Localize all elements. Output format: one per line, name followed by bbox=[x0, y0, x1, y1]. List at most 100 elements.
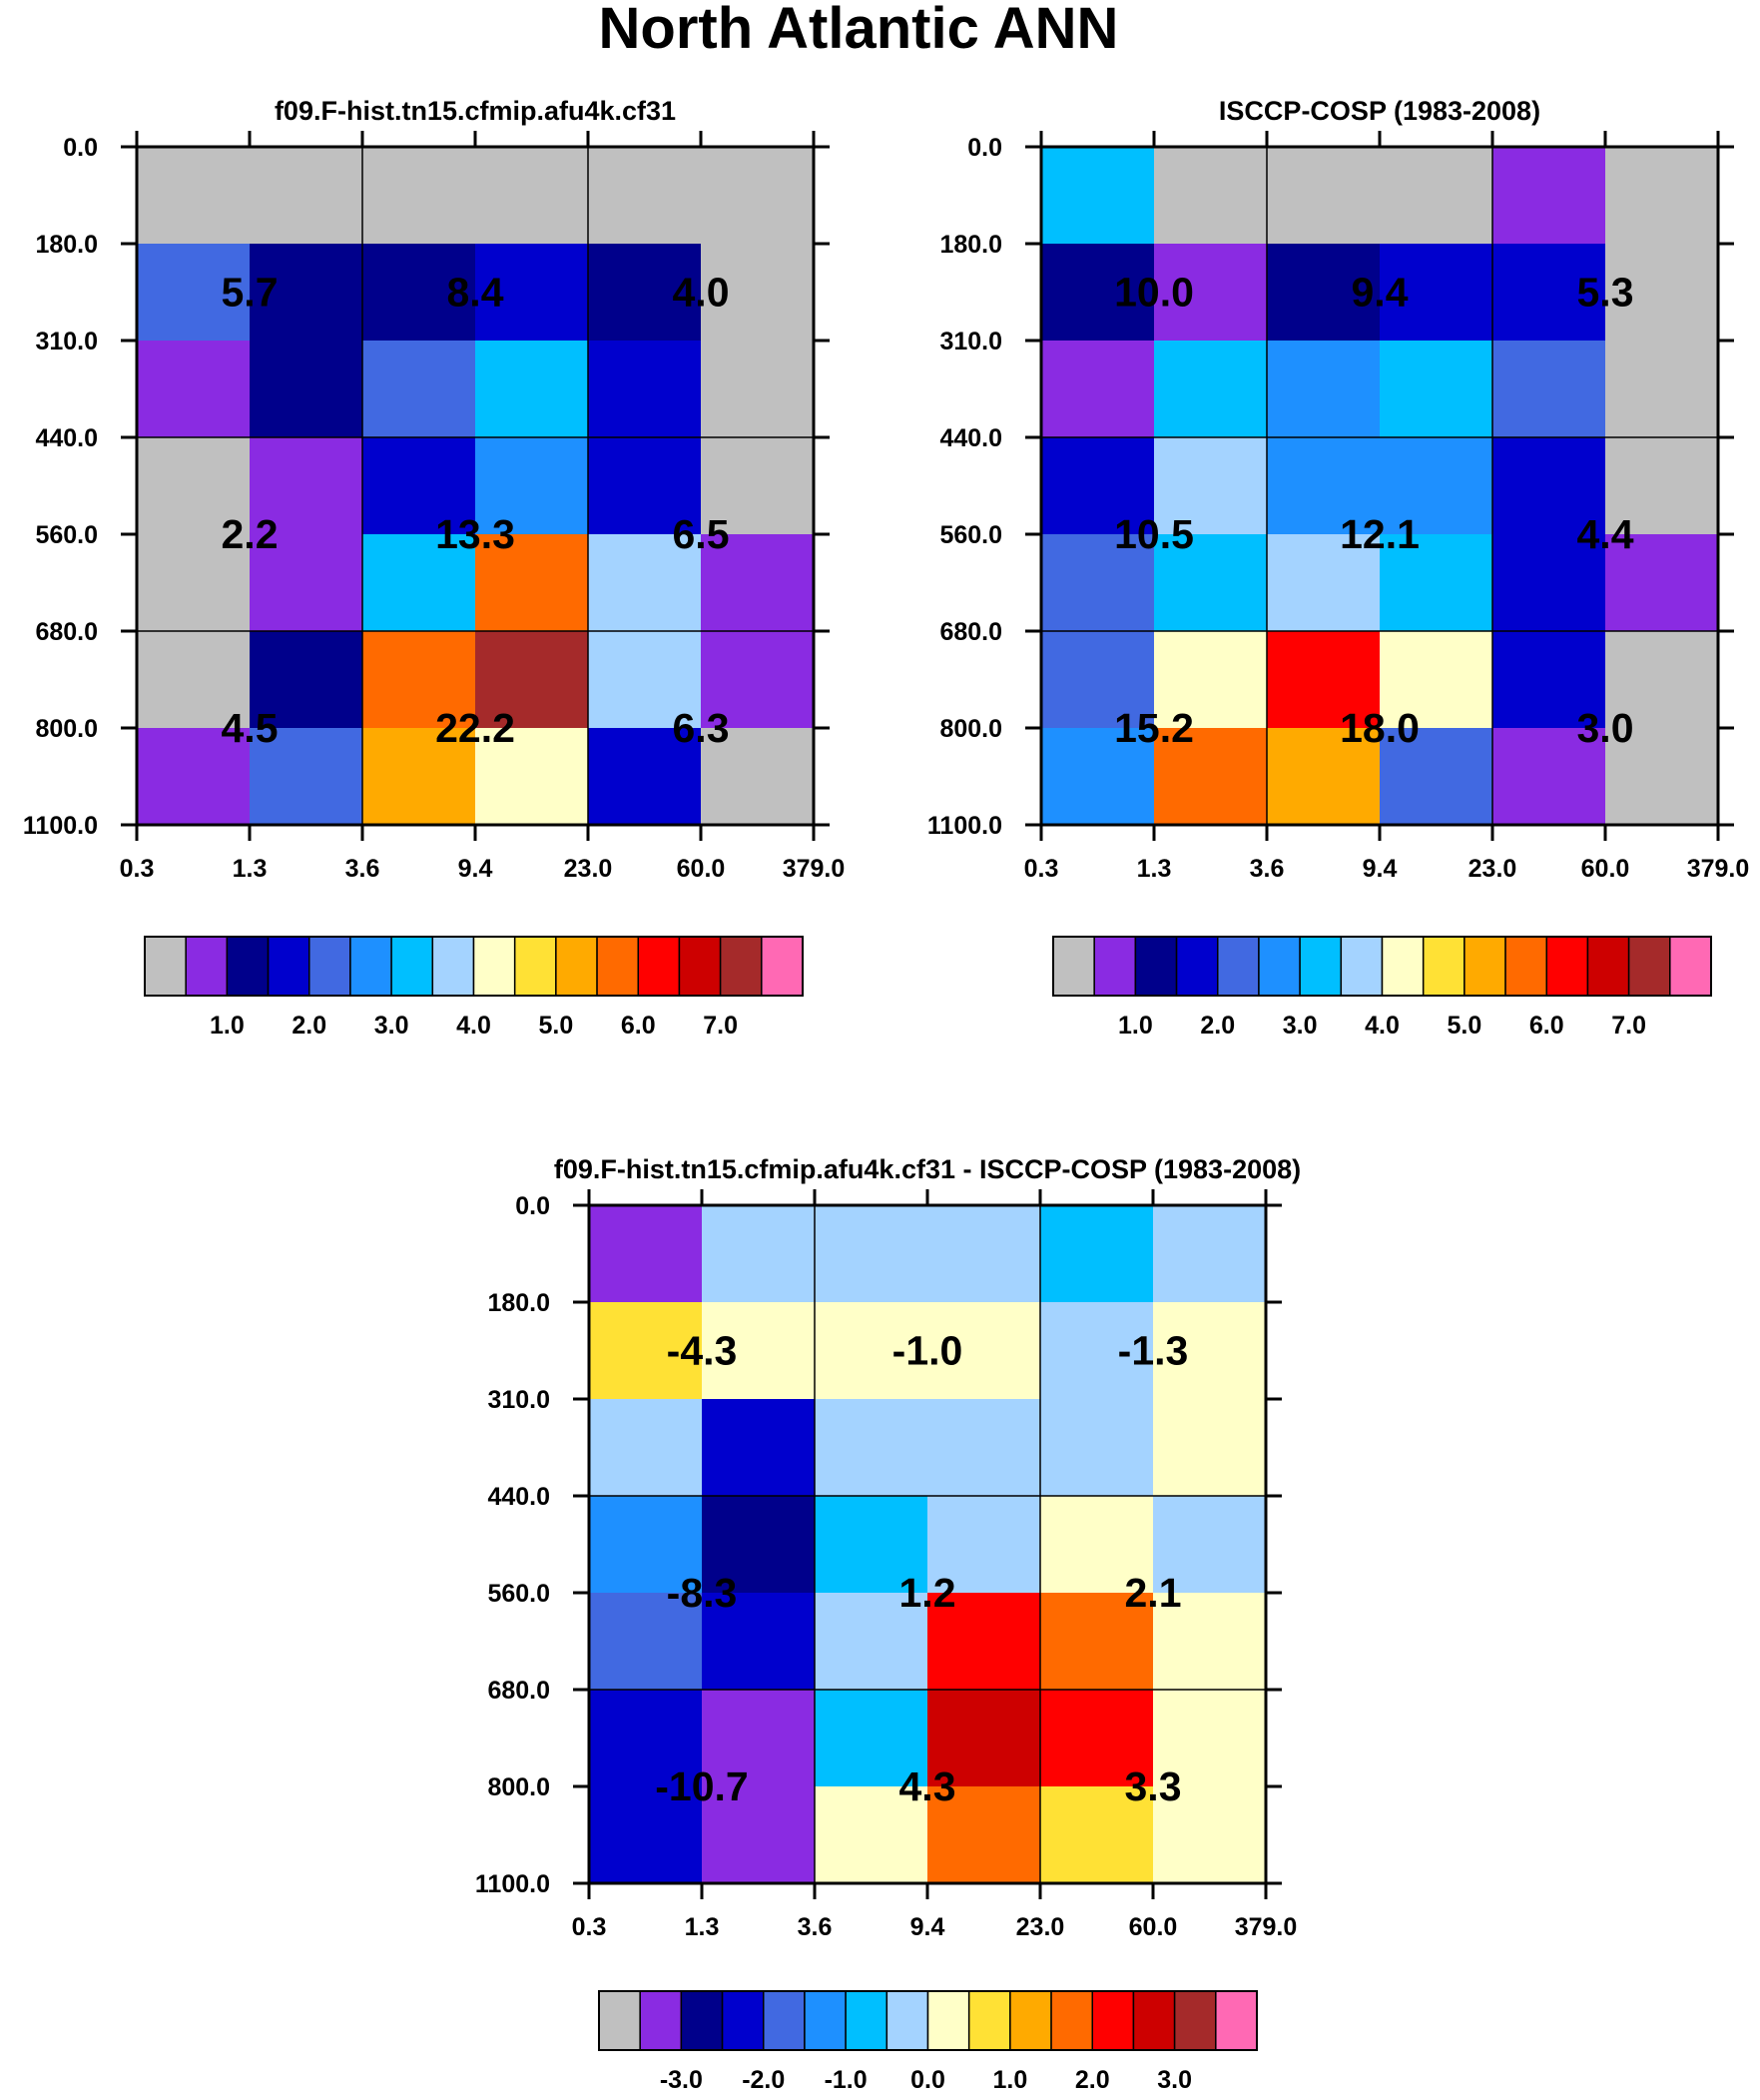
colorbar-swatch bbox=[185, 936, 229, 997]
colorbar-swatch bbox=[639, 1990, 683, 2051]
heatmap-cell bbox=[702, 1496, 816, 1594]
colorbar-swatch bbox=[1299, 936, 1343, 997]
colorbar-label: -2.0 bbox=[742, 2066, 785, 2094]
heatmap-cell bbox=[1041, 728, 1155, 826]
colorbar-swatch bbox=[1052, 936, 1095, 997]
heatmap-cell bbox=[1492, 728, 1606, 826]
x-tick-label: 1.3 bbox=[233, 855, 268, 883]
colorbar-swatch bbox=[144, 936, 187, 997]
colorbar-label: -3.0 bbox=[660, 2066, 703, 2094]
heatmap-cell bbox=[362, 534, 476, 632]
colorbar-frame bbox=[1052, 936, 1712, 997]
box-value-label: 2.2 bbox=[222, 511, 279, 557]
colorbar-swatch bbox=[1504, 936, 1547, 997]
heatmap-cell bbox=[362, 341, 476, 438]
colorbar-frame bbox=[144, 936, 804, 997]
heatmap-cell bbox=[137, 244, 251, 342]
heatmap-cell bbox=[588, 437, 702, 535]
box-value-label: 22.2 bbox=[435, 705, 515, 751]
colorbar-label: 7.0 bbox=[1611, 1012, 1646, 1040]
heatmap-cell bbox=[1380, 147, 1493, 245]
x-tick-label: 3.6 bbox=[345, 855, 380, 883]
heatmap-cell bbox=[1041, 147, 1155, 245]
box-value-label: -4.3 bbox=[667, 1328, 738, 1374]
colorbar-swatch bbox=[1050, 1990, 1093, 2051]
x-tick-label: 379.0 bbox=[1235, 1913, 1298, 1941]
heatmap-cell bbox=[589, 1205, 703, 1303]
y-tick-label: 560.0 bbox=[939, 521, 1002, 549]
x-tick-label: 9.4 bbox=[1363, 855, 1398, 883]
heatmap-cell bbox=[588, 244, 702, 342]
x-tick-label: 9.4 bbox=[458, 855, 493, 883]
heatmap-cell bbox=[701, 244, 815, 342]
colorbar-label: 6.0 bbox=[621, 1012, 656, 1040]
heatmap-cell bbox=[815, 1593, 928, 1691]
colorbar: 1.0 2.0 3.0 4.0 5.0 6.0 7.0 bbox=[1052, 936, 1712, 1040]
heatmap-cell bbox=[589, 1690, 703, 1787]
heatmap-cell bbox=[1492, 147, 1606, 245]
colorbar-swatch bbox=[1258, 936, 1301, 997]
heatmap-cell bbox=[815, 1496, 928, 1594]
colorbar-label: 2.0 bbox=[1075, 2066, 1110, 2094]
colorbar-label: 1.0 bbox=[210, 1012, 245, 1040]
heatmap-cell bbox=[815, 1690, 928, 1787]
y-tick-label: 0.0 bbox=[967, 134, 1002, 162]
heatmap-cell bbox=[1267, 147, 1381, 245]
heatmap-cell bbox=[1153, 1302, 1267, 1400]
x-tick-label: 1.3 bbox=[685, 1913, 720, 1941]
colorbar-swatch bbox=[513, 936, 557, 997]
colorbar-swatch bbox=[804, 1990, 847, 2051]
colorbar-swatch bbox=[1422, 936, 1466, 997]
heatmap-cell bbox=[702, 1205, 816, 1303]
heatmap-cell bbox=[589, 1786, 703, 1884]
heatmap-cell bbox=[927, 1593, 1041, 1691]
colorbar: 1.0 2.0 3.0 4.0 5.0 6.0 7.0 bbox=[144, 936, 804, 1040]
heatmap-cell bbox=[1267, 244, 1381, 342]
x-tick-label: 60.0 bbox=[677, 855, 726, 883]
heatmap-cell bbox=[1040, 1593, 1154, 1691]
box-value-label: 4.4 bbox=[1577, 511, 1634, 557]
x-tick-label: 0.3 bbox=[572, 1913, 607, 1941]
heatmap-cell bbox=[702, 1690, 816, 1787]
y-tick-label: 800.0 bbox=[939, 715, 1002, 743]
y-tick-label: 680.0 bbox=[939, 618, 1002, 646]
y-tick-label: 680.0 bbox=[487, 1677, 550, 1705]
heatmap-cell bbox=[137, 437, 251, 535]
heatmap-cell bbox=[588, 147, 702, 245]
heatmap-cell bbox=[589, 1302, 703, 1400]
colorbar-swatch bbox=[1091, 1990, 1135, 2051]
heatmap-cell bbox=[1041, 244, 1155, 342]
colorbar-label: 7.0 bbox=[703, 1012, 738, 1040]
panel-3: f09.F-hist.tn15.cfmip.afu4k.cf31 - ISCCP… bbox=[475, 1154, 1301, 2094]
box-value-label: 2.1 bbox=[1125, 1570, 1182, 1616]
heatmap-cell bbox=[588, 631, 702, 729]
colorbar-swatch bbox=[761, 936, 804, 997]
heatmap-cell bbox=[815, 1399, 928, 1497]
heatmap-cell bbox=[1380, 437, 1493, 535]
colorbar-swatch bbox=[1175, 936, 1219, 997]
heatmap-cell bbox=[1040, 1690, 1154, 1787]
heatmap-cell bbox=[1153, 1399, 1267, 1497]
colorbar-swatch bbox=[1009, 1990, 1052, 2051]
box-value-label: 3.3 bbox=[1125, 1763, 1182, 1809]
heatmap-cell bbox=[1041, 631, 1155, 729]
heatmap-cell bbox=[137, 728, 251, 826]
heatmap-cell bbox=[701, 728, 815, 826]
heatmap-cell bbox=[475, 341, 589, 438]
colorbar-swatch bbox=[598, 1990, 641, 2051]
heatmap-cell bbox=[1153, 1786, 1267, 1884]
colorbar-swatch bbox=[431, 936, 475, 997]
colorbar-label: 6.0 bbox=[1529, 1012, 1564, 1040]
colorbar-swatch bbox=[1669, 936, 1712, 997]
colorbar-label: 5.0 bbox=[538, 1012, 573, 1040]
heatmap-cell bbox=[137, 341, 251, 438]
heatmap-cell bbox=[1153, 1496, 1267, 1594]
heatmap-cell bbox=[701, 437, 815, 535]
colorbar-swatch bbox=[1093, 936, 1137, 997]
panel-title: f09.F-hist.tn15.cfmip.afu4k.cf31 - ISCCP… bbox=[554, 1154, 1301, 1184]
panel-1: f09.F-hist.tn15.cfmip.afu4k.cf31 0.0 180.0… bbox=[23, 96, 845, 1040]
box-value-label: 8.4 bbox=[447, 270, 504, 316]
heatmap-cell bbox=[475, 728, 589, 826]
heatmap-cell bbox=[475, 631, 589, 729]
heatmap-cell bbox=[815, 1302, 928, 1400]
